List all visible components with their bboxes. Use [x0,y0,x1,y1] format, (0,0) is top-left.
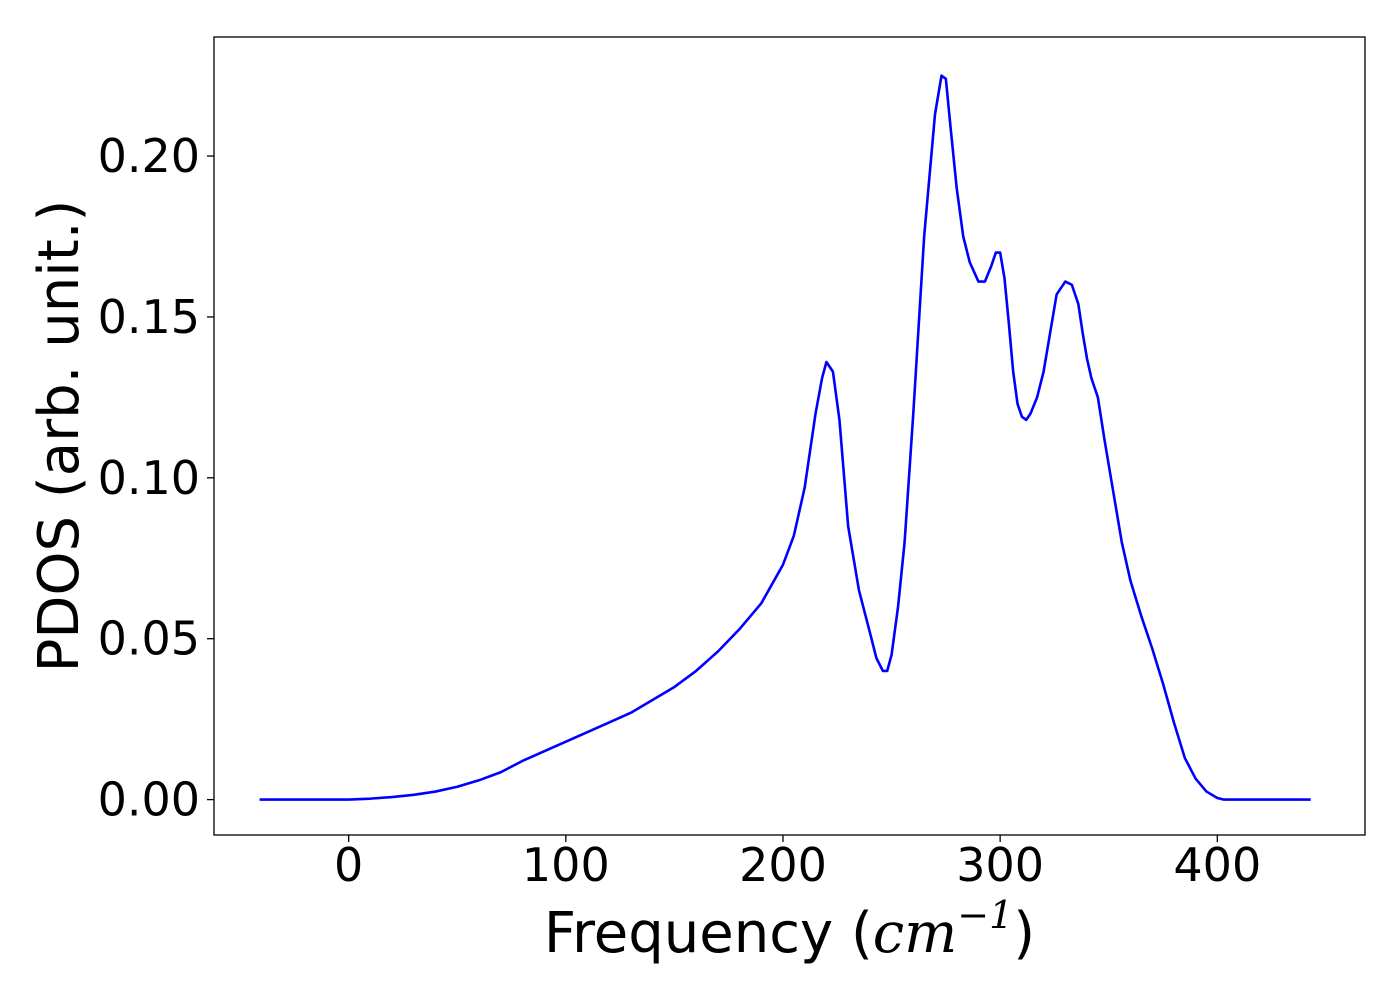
plot-area-frame [213,36,1366,836]
x-axis-title-prefix: Frequency ( [544,901,873,966]
x-axis-title-suffix: ) [1013,901,1035,966]
x-axis-title: Frequency (cm−1) [544,893,1035,966]
x-tick-label: 0 [334,838,363,892]
x-tick-label: 400 [1173,838,1261,892]
pdos-series-line [259,74,1311,801]
x-tick-label: 100 [522,838,610,892]
y-tick-label: 0.15 [98,290,200,344]
x-tick-label: 300 [956,838,1044,892]
x-axis-title-exponent: −1 [957,893,1013,937]
series-layer [259,74,1311,801]
x-tick-label: 200 [739,838,827,892]
x-axis-ticks: 0 100 200 300 400 [334,835,1261,892]
y-axis-title: PDOS (arb. unit.) [27,200,92,673]
y-tick-label: 0.05 [98,612,200,666]
y-tick-label: 0.00 [98,773,200,827]
y-tick-label: 0.10 [98,451,200,505]
y-axis-ticks: 0.00 0.05 0.10 0.15 0.20 [98,129,214,827]
x-axis-title-variable: cm [873,901,957,966]
y-tick-label: 0.20 [98,129,200,183]
